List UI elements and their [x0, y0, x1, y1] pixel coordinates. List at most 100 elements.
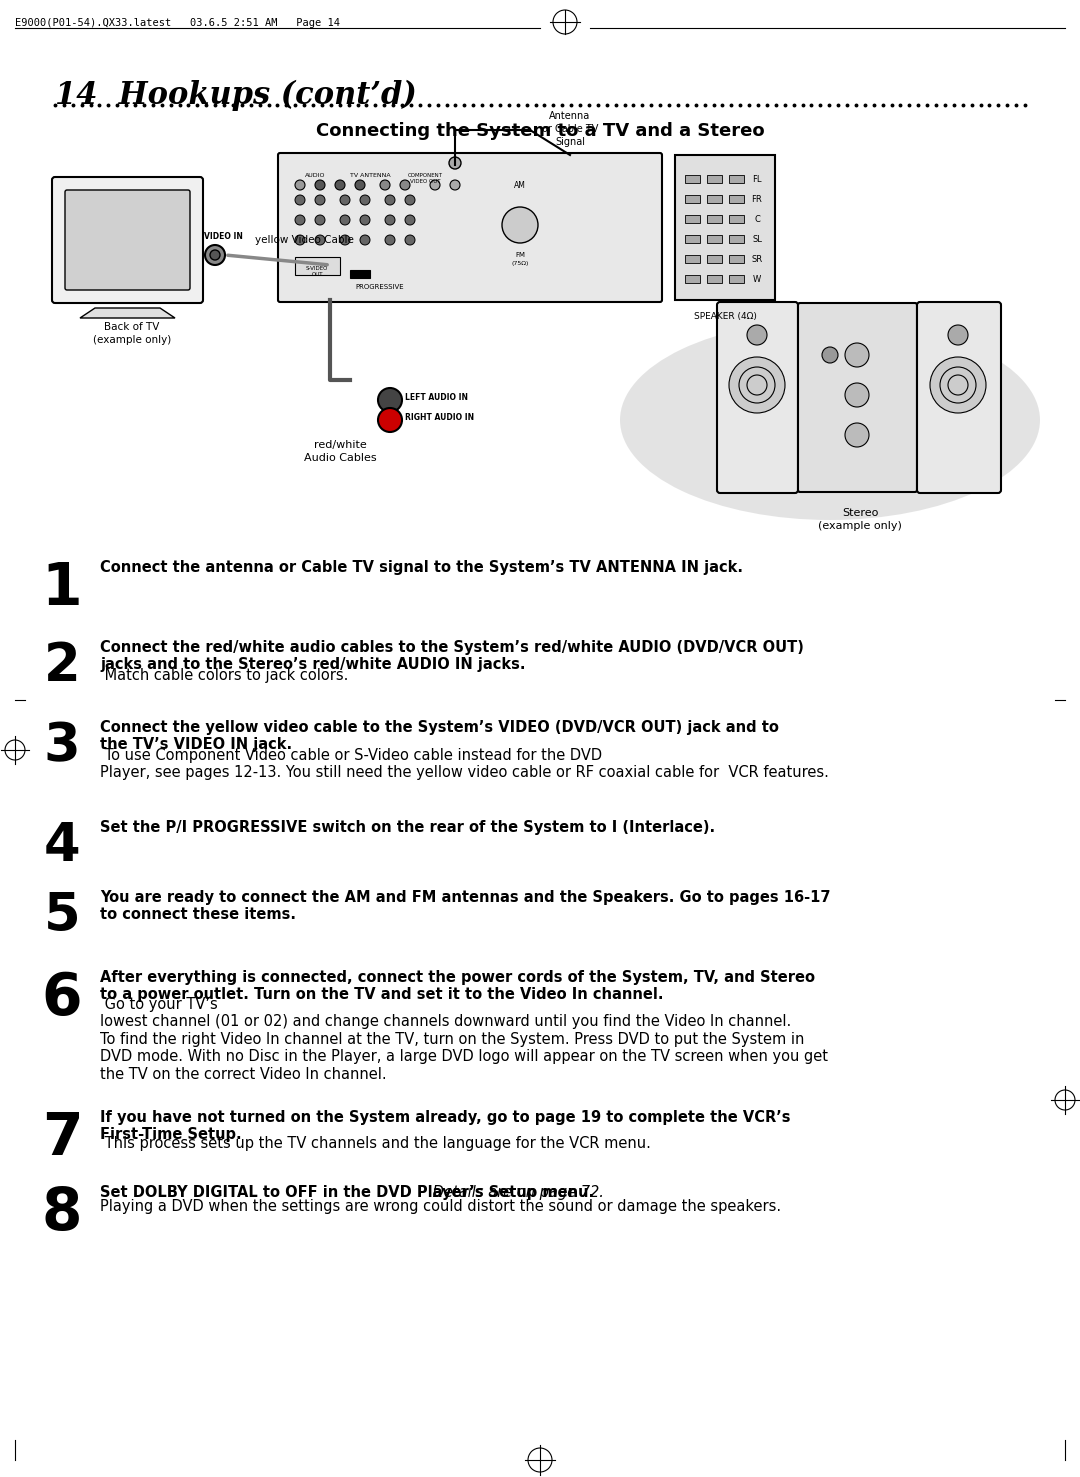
Text: AUDIO: AUDIO	[305, 173, 325, 179]
Circle shape	[845, 343, 869, 366]
Circle shape	[384, 216, 395, 225]
Circle shape	[205, 245, 225, 264]
Circle shape	[940, 366, 976, 403]
Circle shape	[335, 180, 345, 191]
Text: Connect the red/white audio cables to the System’s red/white AUDIO (DVD/VCR OUT): Connect the red/white audio cables to th…	[100, 640, 804, 672]
Circle shape	[360, 195, 370, 205]
Text: VIDEO IN: VIDEO IN	[204, 232, 243, 241]
Text: FL: FL	[753, 174, 761, 183]
Circle shape	[315, 216, 325, 225]
Text: 1: 1	[42, 560, 82, 617]
FancyBboxPatch shape	[717, 301, 798, 493]
Text: FR: FR	[752, 195, 762, 204]
Text: SPEAKER (4Ω): SPEAKER (4Ω)	[693, 312, 756, 321]
Circle shape	[340, 195, 350, 205]
Bar	[707, 216, 723, 223]
Bar	[685, 275, 700, 284]
Text: 5: 5	[43, 891, 80, 942]
Text: 4: 4	[43, 820, 80, 871]
Text: Go to your TV’s
lowest channel (01 or 02) and change channels downward until you: Go to your TV’s lowest channel (01 or 02…	[100, 997, 828, 1081]
FancyBboxPatch shape	[675, 155, 775, 300]
Text: To use Component Video cable or S-Video cable instead for the DVD
Player, see pa: To use Component Video cable or S-Video …	[100, 747, 828, 780]
Text: LEFT AUDIO IN: LEFT AUDIO IN	[405, 393, 468, 403]
Bar	[685, 216, 700, 223]
Circle shape	[845, 383, 869, 408]
Circle shape	[340, 216, 350, 225]
Bar	[685, 256, 700, 263]
Circle shape	[739, 366, 775, 403]
Polygon shape	[80, 309, 175, 318]
Circle shape	[380, 180, 390, 191]
Circle shape	[295, 216, 305, 225]
Circle shape	[747, 375, 767, 394]
Text: This process sets up the TV channels and the language for the VCR menu.: This process sets up the TV channels and…	[100, 1136, 651, 1151]
Bar	[729, 256, 744, 263]
Circle shape	[295, 235, 305, 245]
Bar	[350, 270, 370, 278]
Bar	[729, 235, 744, 244]
Circle shape	[378, 408, 402, 431]
Bar	[729, 195, 744, 202]
Circle shape	[729, 357, 785, 414]
FancyBboxPatch shape	[65, 191, 190, 289]
Circle shape	[430, 180, 440, 191]
Circle shape	[502, 207, 538, 244]
Text: Details are on page 72.: Details are on page 72.	[428, 1185, 604, 1199]
Text: After everything is connected, connect the power cords of the System, TV, and St: After everything is connected, connect t…	[100, 970, 815, 1003]
Text: TV ANTENNA: TV ANTENNA	[350, 173, 390, 179]
Text: S-VIDEO
OUT: S-VIDEO OUT	[306, 266, 328, 276]
Text: 8: 8	[42, 1185, 82, 1242]
Text: Set the P/I PROGRESSIVE switch on the rear of the System to I (Interlace).: Set the P/I PROGRESSIVE switch on the re…	[100, 820, 715, 835]
Text: Connect the antenna or Cable TV signal to the System’s TV ANTENNA IN jack.: Connect the antenna or Cable TV signal t…	[100, 560, 743, 575]
Text: yellow Video Cable: yellow Video Cable	[255, 235, 354, 245]
FancyBboxPatch shape	[278, 154, 662, 301]
Circle shape	[822, 347, 838, 363]
Text: RIGHT AUDIO IN: RIGHT AUDIO IN	[405, 414, 474, 422]
Circle shape	[315, 235, 325, 245]
Circle shape	[405, 195, 415, 205]
Bar	[685, 195, 700, 202]
Circle shape	[930, 357, 986, 414]
Text: SL: SL	[752, 235, 761, 244]
Bar	[707, 275, 723, 284]
Text: 6: 6	[42, 970, 82, 1027]
Text: You are ready to connect the AM and FM antennas and the Speakers. Go to pages 16: You are ready to connect the AM and FM a…	[100, 891, 831, 923]
Text: red/white
Audio Cables: red/white Audio Cables	[303, 440, 376, 464]
Bar	[295, 257, 340, 275]
Bar	[707, 235, 723, 244]
Text: AM: AM	[514, 180, 526, 189]
Circle shape	[340, 235, 350, 245]
Text: PROGRESSIVE: PROGRESSIVE	[355, 284, 404, 289]
Circle shape	[315, 180, 325, 191]
Circle shape	[360, 216, 370, 225]
Text: Match cable colors to jack colors.: Match cable colors to jack colors.	[100, 668, 349, 682]
Text: If you have not turned on the System already, go to page 19 to complete the VCR’: If you have not turned on the System alr…	[100, 1111, 791, 1142]
Text: E9000(P01-54).QX33.latest   03.6.5 2:51 AM   Page 14: E9000(P01-54).QX33.latest 03.6.5 2:51 AM…	[15, 18, 340, 28]
Circle shape	[845, 422, 869, 448]
Circle shape	[355, 180, 365, 191]
Bar	[729, 275, 744, 284]
Text: Back of TV
(example only): Back of TV (example only)	[93, 322, 171, 346]
Text: 14  Hookups (cont’d): 14 Hookups (cont’d)	[55, 80, 417, 111]
Circle shape	[948, 325, 968, 346]
Circle shape	[315, 195, 325, 205]
Circle shape	[295, 195, 305, 205]
Circle shape	[378, 388, 402, 412]
Bar	[707, 174, 723, 183]
Circle shape	[405, 216, 415, 225]
FancyBboxPatch shape	[52, 177, 203, 303]
Circle shape	[384, 195, 395, 205]
Text: C: C	[754, 214, 760, 223]
FancyBboxPatch shape	[798, 303, 917, 492]
Circle shape	[449, 157, 461, 168]
Circle shape	[400, 180, 410, 191]
Text: 2: 2	[43, 640, 80, 693]
Bar	[729, 216, 744, 223]
Text: COMPONENT
VIDEO OUT: COMPONENT VIDEO OUT	[407, 173, 443, 183]
Text: Playing a DVD when the settings are wrong could distort the sound or damage the : Playing a DVD when the settings are wron…	[100, 1199, 781, 1214]
Circle shape	[405, 235, 415, 245]
Text: Antenna
or Cable TV
Signal: Antenna or Cable TV Signal	[542, 111, 598, 148]
Circle shape	[948, 375, 968, 394]
Bar	[707, 195, 723, 202]
Text: FM: FM	[515, 253, 525, 258]
